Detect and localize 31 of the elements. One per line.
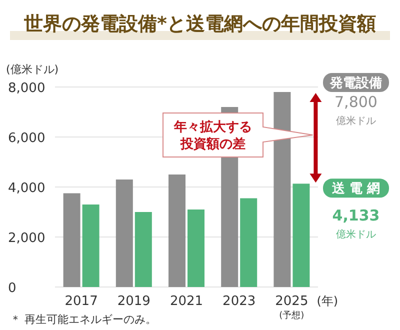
x-tick-label: 2019 (117, 294, 150, 309)
bar (63, 193, 80, 287)
bar (188, 210, 204, 287)
bar (292, 184, 310, 287)
y-tick-label: 6,000 (8, 131, 46, 146)
bar (274, 92, 291, 287)
text: 億米ドル (336, 115, 376, 127)
text: 7,800 (334, 93, 378, 111)
bar (116, 180, 133, 287)
x-tick-label: 2023 (222, 294, 256, 309)
text: (予想) (279, 310, 304, 321)
text: 4,133 (332, 206, 380, 225)
x-tick-label: 2017 (64, 294, 98, 309)
y-tick-label: 0 (8, 281, 16, 296)
x-tick-label: 2021 (170, 294, 204, 309)
chart-title: 世界の発電設備*と送電網への年間投資額 (23, 13, 376, 35)
bar (240, 198, 258, 287)
x-axis-title: (年) (316, 294, 338, 308)
bar (82, 204, 100, 287)
y-tick-label: 8,000 (8, 81, 46, 96)
text: 発電設備 (329, 75, 382, 91)
text: 億米ドル (336, 228, 376, 241)
x-tick-label: 2025 (275, 294, 308, 309)
bar (168, 174, 186, 287)
y-tick-label: 2,000 (8, 231, 46, 246)
bar (134, 212, 152, 287)
annotation: 年々拡大する投資額の差 (173, 119, 252, 152)
y-axis-title: (億米ドル) (6, 63, 59, 76)
series-label: 送 電 網 (330, 182, 380, 197)
y-tick-label: 4,000 (8, 181, 46, 196)
text: ＊ 再生可能エネルギーのみ。 (10, 313, 156, 326)
